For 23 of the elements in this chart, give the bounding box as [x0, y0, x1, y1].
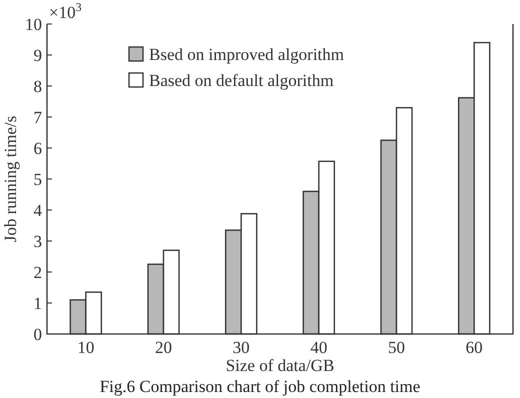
x-tick-label: 20 — [155, 338, 172, 357]
y-tick-label: 5 — [34, 170, 42, 189]
y-axis-title: Job running time/s — [1, 116, 20, 242]
legend-label: Based on default algorithm — [149, 70, 334, 90]
x-tick-label: 50 — [388, 338, 405, 357]
y-tick-label: 1 — [34, 294, 42, 313]
y-tick-label: 6 — [34, 138, 42, 158]
y-tick-label: 8 — [34, 76, 42, 96]
x-axis-title: Size of data/GB — [226, 356, 334, 375]
y-tick-label: 9 — [34, 46, 42, 65]
legend-label: Bsed on improved algorithm — [149, 44, 344, 64]
y-tick-label: 10 — [25, 14, 42, 34]
x-tick-label: 40 — [310, 338, 328, 357]
y-tick-label: 2 — [34, 262, 42, 282]
y-tick-label: 3 — [34, 232, 42, 251]
x-tick-label: 30 — [232, 338, 250, 357]
x-tick-label: 60 — [466, 338, 483, 357]
y-tick-label: 0 — [34, 324, 42, 344]
y-tick-label: 4 — [34, 200, 42, 220]
x-tick-label: 10 — [77, 338, 94, 357]
caption: Fig.6 Comparison chart of job completion time — [100, 377, 420, 396]
y-tick-label: 7 — [34, 108, 42, 127]
text: ×10$^{3}$ — [49, 0, 82, 22]
